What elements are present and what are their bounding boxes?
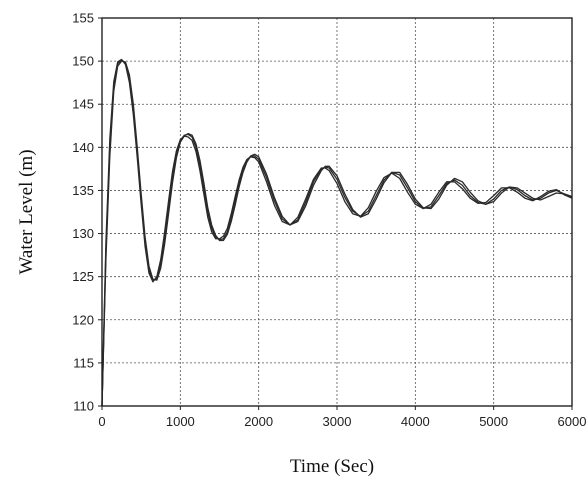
- plot-border: [101, 17, 573, 407]
- grid: [102, 18, 572, 406]
- y-axis-label: Water Level (m): [16, 149, 37, 274]
- y-tick-label: 120: [72, 312, 94, 327]
- x-tick-label: 4000: [401, 414, 430, 429]
- y-tick-label: 130: [72, 226, 94, 241]
- plot-frame: [98, 17, 573, 410]
- series-line-3: [101, 58, 573, 407]
- y-tick-label: 125: [72, 269, 94, 284]
- y-tick-label: 140: [72, 140, 94, 155]
- y-tick-label: 115: [73, 355, 94, 370]
- x-tick-label: 1000: [166, 414, 195, 429]
- x-tick-label: 6000: [558, 414, 587, 429]
- x-axis-label: Time (Sec): [290, 456, 374, 477]
- y-tick-label: 150: [72, 54, 94, 69]
- y-tick-label: 155: [72, 11, 94, 26]
- x-tick-label: 0: [98, 414, 105, 429]
- x-tick-label: 3000: [323, 414, 352, 429]
- tick-labels: 0 1000 2000 3000 4000 5000 6000 110 115 120 125 130…: [72, 11, 586, 430]
- x-tick-label: 2000: [244, 414, 273, 429]
- series-layer: [101, 58, 573, 407]
- y-tick-label: 145: [72, 97, 94, 112]
- y-tick-label: 135: [72, 183, 94, 198]
- y-tick-label: 110: [73, 399, 94, 414]
- x-tick-label: 5000: [479, 414, 508, 429]
